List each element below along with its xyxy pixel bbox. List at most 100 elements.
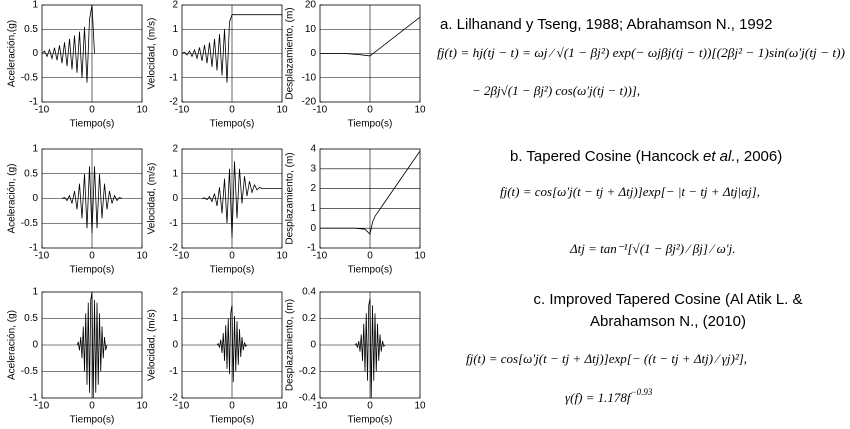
equation: fj(t) = cos[ω′j(t − tj + Δtj)]exp[− |t −… <box>500 184 760 199</box>
y-tick-label: 1 <box>172 313 178 324</box>
x-tick-label: -10 <box>35 251 50 262</box>
y-tick-label: -1 <box>29 97 38 108</box>
x-tick-label: 10 <box>276 251 288 262</box>
y-tick-label: -20 <box>302 97 317 108</box>
y-tick-label: -1 <box>307 243 316 254</box>
x-tick-label: 0 <box>89 401 95 412</box>
y-tick-label: 0 <box>310 223 316 234</box>
waveform <box>76 291 108 399</box>
y-tick-label: 0 <box>310 340 316 351</box>
y-tick-label: 2 <box>172 144 178 155</box>
x-axis-label: Tiempo(s) <box>70 119 115 130</box>
waveform <box>41 4 95 83</box>
y-axis-label: Desplazamiento, (m) <box>285 299 296 391</box>
equation-part: γ(f) = 1.178f <box>565 390 633 405</box>
y-tick-label: -2 <box>169 243 178 254</box>
method-c-title: c. Improved Tapered Cosine (Al Atik L. & <box>533 291 802 308</box>
y-tick-label: -1 <box>29 243 38 254</box>
title-part: et al. <box>703 148 736 165</box>
x-axis-label: Tiempo(s) <box>348 415 393 426</box>
y-axis-label: Aceleración, (g) <box>7 310 18 380</box>
y-axis-label: Desplazamiento, (m) <box>285 7 296 99</box>
y-tick-label: 3 <box>310 163 316 174</box>
waveform <box>320 150 421 235</box>
waveform <box>61 166 123 234</box>
y-tick-label: -1 <box>169 72 178 83</box>
x-tick-label: 10 <box>136 251 148 262</box>
x-axis-label: Tiempo(s) <box>70 415 115 426</box>
y-tick-label: 20 <box>305 0 317 11</box>
y-tick-label: 1 <box>172 168 178 179</box>
x-tick-label: -10 <box>313 105 328 116</box>
y-axis-label: Desplazamiento, (m) <box>285 152 296 244</box>
x-tick-label: 10 <box>414 105 426 116</box>
x-tick-label: 0 <box>89 251 95 262</box>
x-tick-label: -10 <box>35 105 50 116</box>
x-tick-label: 0 <box>367 401 373 412</box>
title-part: , 2006) <box>736 148 783 165</box>
y-tick-label: 0 <box>172 48 178 59</box>
y-tick-label: -0.2 <box>299 366 317 377</box>
x-tick-label: -10 <box>175 251 190 262</box>
y-axis-label: Aceleración,(g) <box>7 20 18 87</box>
y-tick-label: 2 <box>310 183 316 194</box>
x-tick-label: 0 <box>229 105 235 116</box>
equation: fj(t) = cos[ω′j(t − tj + Δtj)]exp[− ((t … <box>466 351 747 366</box>
y-tick-label: -1 <box>29 393 38 404</box>
x-axis-label: Tiempo(s) <box>348 119 393 130</box>
x-tick-label: 0 <box>89 105 95 116</box>
waveform <box>216 305 248 383</box>
method-c-title: Abrahamson N., (2010) <box>590 313 746 330</box>
y-tick-label: 0 <box>32 193 38 204</box>
y-tick-label: 0.4 <box>302 287 316 298</box>
x-tick-label: 0 <box>367 251 373 262</box>
method-a-title: a. Lilhanand y Tseng, 1988; Abrahamson N… <box>440 16 772 33</box>
y-tick-label: 0.5 <box>24 168 38 179</box>
y-tick-label: -10 <box>302 72 317 83</box>
y-tick-label: 2 <box>172 0 178 11</box>
y-tick-label: 2 <box>172 287 178 298</box>
y-axis-label: Aceleración, (g) <box>7 163 18 233</box>
x-tick-label: 10 <box>414 251 426 262</box>
x-tick-label: -10 <box>313 401 328 412</box>
x-axis-label: Tiempo(s) <box>70 265 115 276</box>
waveform <box>201 161 282 239</box>
y-tick-label: -0.5 <box>21 218 39 229</box>
y-tick-label: -1 <box>169 218 178 229</box>
x-axis-label: Tiempo(s) <box>210 265 255 276</box>
y-tick-label: 0 <box>32 48 38 59</box>
y-tick-label: 1 <box>172 24 178 35</box>
x-tick-label: 10 <box>414 401 426 412</box>
x-axis-label: Tiempo(s) <box>348 265 393 276</box>
title-part: b. Tapered Cosine (Hancock <box>510 148 699 165</box>
x-tick-label: 0 <box>367 105 373 116</box>
x-tick-label: 10 <box>136 401 148 412</box>
y-tick-label: 1 <box>32 0 38 11</box>
x-axis-label: Tiempo(s) <box>210 415 255 426</box>
y-tick-label: 4 <box>310 144 316 155</box>
y-tick-label: -0.5 <box>21 72 39 83</box>
x-tick-label: -10 <box>313 251 328 262</box>
y-axis-label: Velocidad, (m/s) <box>147 163 158 235</box>
y-tick-label: 1 <box>310 203 316 214</box>
waveform <box>354 298 386 399</box>
y-tick-label: -2 <box>169 97 178 108</box>
y-tick-label: 0.2 <box>302 313 316 324</box>
y-tick-label: 1 <box>32 144 38 155</box>
y-tick-label: -0.5 <box>21 366 39 377</box>
equation: fj(t) = hj(tj − t) = ωj ⁄ √(1 − βj²) exp… <box>437 45 845 60</box>
y-tick-label: 1 <box>32 287 38 298</box>
x-tick-label: 0 <box>229 401 235 412</box>
equation-exponent: −0.93 <box>631 387 653 397</box>
y-tick-label: 10 <box>305 24 317 35</box>
y-tick-label: -2 <box>169 393 178 404</box>
y-tick-label: 0 <box>310 48 316 59</box>
x-tick-label: 0 <box>229 251 235 262</box>
y-tick-label: -0.4 <box>299 393 317 404</box>
method-b-title: b. Tapered Cosine (Hancock et al., 2006) <box>510 148 782 165</box>
y-tick-label: 0.5 <box>24 24 38 35</box>
equation: − 2βj√(1 − βj²) cos(ω′j(tj − t))], <box>472 83 640 98</box>
waveform <box>181 14 282 83</box>
